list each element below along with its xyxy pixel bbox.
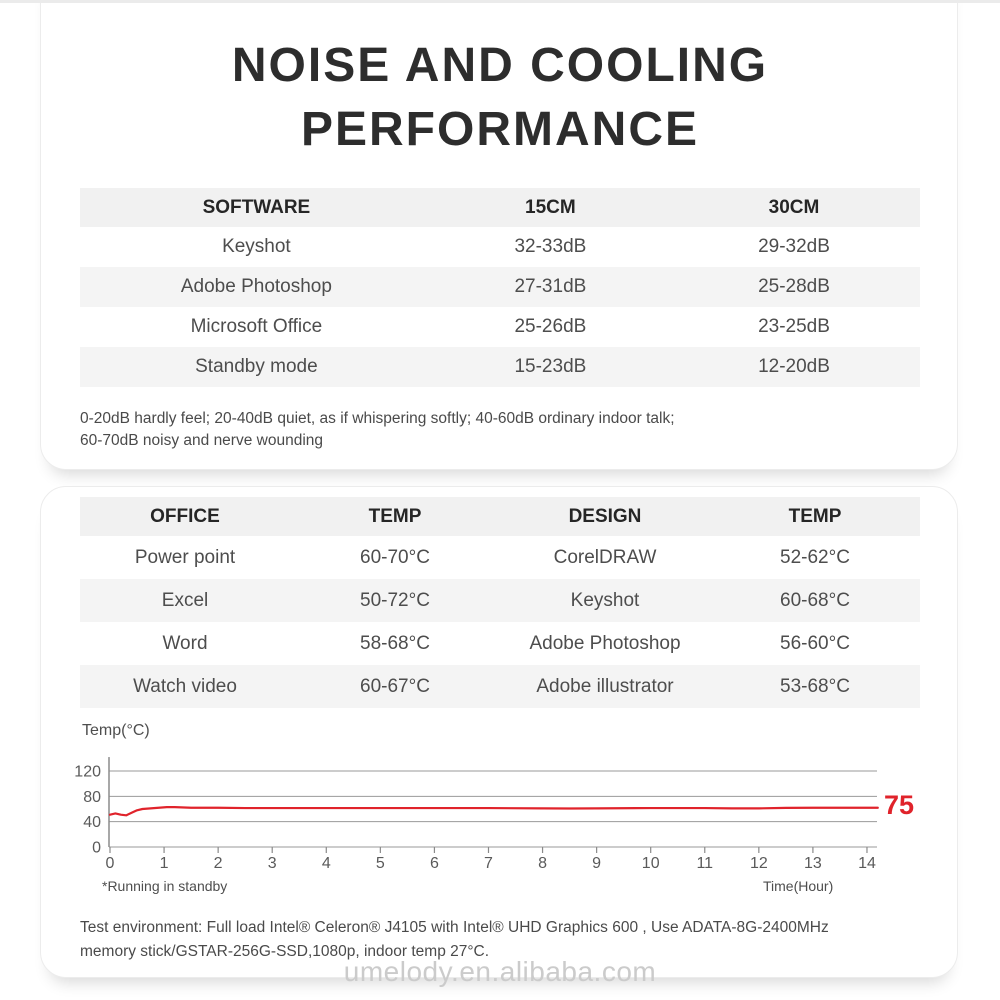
noise-table: SOFTWARE 15CM 30CM Keyshot 32-33dB 29-32dB Ado… [80,188,920,387]
temp-table-cell: CorelDRAW [553,546,657,568]
page-title-line-2: PERFORMANCE [300,103,699,156]
noise-table-cell: 12-20dB [758,356,830,377]
noise-level-note: 0-20dB hardly feel; 20-40dB quiet, as if… [80,408,675,452]
page-title-line-1: NOISE AND COOLING [231,39,769,92]
temp-table-cell: 53-68°C [780,675,850,697]
temperature-table: OFFICE TEMP DESIGN TEMP Power point 60-70°C Co… [80,497,920,708]
temp-table-cell: Excel [161,589,209,611]
temp-table-cell: Adobe Photoshop [529,632,681,654]
temp-table-cell: 60-67°C [360,675,430,697]
temp-table-cell: Word [162,632,208,654]
noise-table-cell: 15-23dB [514,356,587,377]
chart-y-axis-title: Temp(°C) [82,722,150,739]
chart-x-axis-title: Time(Hour) [763,878,834,894]
temp-table-cell: 52-62°C [780,546,850,568]
noise-table-row: Keyshot 32-33dB 29-32dB [80,227,920,267]
noise-table-row: Adobe Photoshop 27-31dB 25-28dB [80,267,920,307]
noise-table-header-cell: SOFTWARE [202,196,311,218]
test-environment-text: Test environment: Full load Intel® Celer… [80,916,829,964]
noise-table-cell: 27-31dB [514,276,587,297]
temp-table-cell: Keyshot [570,589,640,611]
noise-table-header-cell: 30CM [768,196,820,218]
noise-table-cell: Keyshot [222,236,291,257]
noise-table-cell: Microsoft Office [190,316,323,337]
temp-table-header-cell: OFFICE [150,505,220,527]
noise-table-cell: Standby mode [195,356,318,377]
noise-table-header-row: SOFTWARE 15CM 30CM [80,188,920,227]
temp-table-cell: Power point [134,546,236,568]
noise-table-cell: 25-28dB [758,276,830,297]
chart-end-value-label: 75 [884,790,915,820]
cooling-section-card [40,486,958,978]
page-title: NOISE AND COOLING PERFORMANCE [0,34,1000,162]
temp-table-cell: 56-60°C [780,632,850,654]
noise-table-cell: 23-25dB [758,316,830,337]
watermark: umelody.en.alibaba.com [343,956,657,987]
temp-table-cell: Adobe illustrator [536,675,674,697]
temp-table-cell: 60-68°C [780,589,850,611]
temp-table-row: Excel 50-72°C Keyshot 60-68°C [80,579,920,622]
temp-table-row: Power point 60-70°C CorelDRAW 52-62°C [80,536,920,579]
noise-table-cell: 25-26dB [514,316,587,337]
temp-table-header-cell: TEMP [368,505,422,527]
temp-table-cell: Watch video [133,675,237,697]
noise-table-header-cell: 15CM [525,196,576,218]
noise-table-cell: 32-33dB [514,236,587,257]
noise-section-card [40,0,958,470]
temp-table-header-cell: TEMP [788,505,842,527]
temp-table-row: Watch video 60-67°C Adobe illustrator 53-68… [80,665,920,708]
chart-footnote: *Running in standby [102,878,228,894]
noise-table-cell: Adobe Photoshop [180,276,332,297]
temp-table-header-cell: DESIGN [568,505,642,527]
noise-table-row: Microsoft Office 25-26dB 23-25dB [80,307,920,347]
temp-table-cell: 50-72°C [360,589,430,611]
temp-table-cell: 60-70°C [360,546,430,568]
noise-note-line-2: 60-70dB noisy and nerve wounding [80,432,324,449]
test-environment-line-2: memory stick/GSTAR-256G-SSD,1080p, indoo… [80,943,490,960]
temp-table-header-row: OFFICE TEMP DESIGN TEMP [80,497,920,536]
noise-table-cell: 29-32dB [758,236,830,257]
top-edge-strip [0,0,1000,3]
test-environment-line-1: Test environment: Full load Intel® Celer… [80,919,829,936]
noise-note-line-1: 0-20dB hardly feel; 20-40dB quiet, as if… [80,410,675,427]
noise-table-row: Standby mode 15-23dB 12-20dB [80,347,920,387]
temp-table-row: Word 58-68°C Adobe Photoshop 56-60°C [80,622,920,665]
temp-table-cell: 58-68°C [360,632,430,654]
